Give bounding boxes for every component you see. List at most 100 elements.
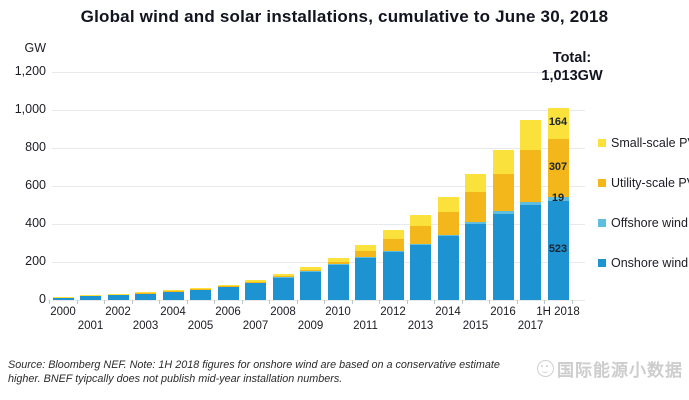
total-annotation-value: 1,013GW bbox=[541, 68, 603, 84]
gridline bbox=[52, 109, 585, 111]
source-note-line2: higher. BNEF tyipcally does not publish … bbox=[8, 372, 343, 385]
gridline bbox=[52, 261, 585, 263]
small-scale-pv-bar-segment bbox=[272, 274, 294, 277]
axis-tick-mark bbox=[434, 300, 436, 304]
utility-scale-pv-bar-segment bbox=[272, 276, 294, 278]
small-scale-pv-bar-segment bbox=[245, 280, 266, 282]
x-axis-label: 2000 bbox=[50, 306, 76, 318]
onshore-wind-bar-segment bbox=[437, 236, 459, 300]
legend-swatch-icon bbox=[598, 139, 606, 147]
axis-tick-mark bbox=[296, 300, 298, 304]
offshore-wind-bar-segment bbox=[492, 210, 514, 214]
onshore-wind-bar-segment bbox=[547, 200, 569, 300]
bar-value-label: 523 bbox=[548, 243, 568, 256]
legend-label: Offshore wind bbox=[611, 216, 688, 230]
utility-scale-pv-bar-segment bbox=[355, 250, 376, 257]
y-axis-tick-label: 200 bbox=[25, 254, 46, 268]
onshore-wind-bar-segment bbox=[135, 292, 156, 300]
legend-swatch-icon bbox=[598, 179, 606, 187]
x-axis-label: 2012 bbox=[380, 306, 406, 318]
small-scale-pv-bar-segment bbox=[162, 290, 184, 291]
x-axis-label: 2006 bbox=[215, 306, 241, 318]
onshore-wind-bar-segment bbox=[52, 296, 74, 300]
y-axis-tick-label: 0 bbox=[39, 292, 46, 306]
y-axis-unit-label: GW bbox=[24, 41, 46, 55]
utility-scale-pv-bar-segment bbox=[300, 269, 321, 272]
x-axis-label: 2010 bbox=[325, 306, 351, 318]
small-scale-pv-bar-segment bbox=[300, 266, 321, 270]
x-axis-label: 1H 2018 bbox=[536, 306, 580, 318]
small-scale-pv-bar-segment bbox=[382, 230, 404, 239]
small-scale-pv-bar-segment bbox=[355, 244, 376, 251]
gridline bbox=[52, 223, 585, 225]
total-annotation-label: Total: bbox=[552, 50, 592, 66]
x-axis-label: 2016 bbox=[490, 306, 516, 318]
small-scale-pv-bar-segment bbox=[437, 197, 459, 212]
watermark: 国际能源小数据 bbox=[537, 356, 683, 381]
onshore-wind-bar-segment bbox=[382, 251, 404, 300]
axis-tick-mark bbox=[241, 300, 243, 304]
onshore-wind-bar-segment bbox=[190, 288, 211, 300]
utility-scale-pv-bar-segment bbox=[547, 138, 569, 198]
axis-tick-mark bbox=[131, 300, 133, 304]
gridline bbox=[52, 299, 585, 301]
x-axis-label: 2011 bbox=[353, 320, 378, 332]
smiley-face-icon bbox=[537, 360, 554, 377]
small-scale-pv-bar-segment bbox=[327, 258, 349, 262]
small-scale-pv-bar-segment bbox=[520, 120, 541, 151]
offshore-wind-bar-segment bbox=[437, 234, 459, 237]
utility-scale-pv-bar-segment bbox=[327, 262, 349, 265]
axis-tick-mark bbox=[379, 300, 381, 304]
small-scale-pv-bar-segment bbox=[410, 215, 431, 227]
offshore-wind-bar-segment bbox=[355, 256, 376, 258]
bar-value-label: 307 bbox=[548, 160, 568, 173]
total-annotation: Total: 1,013GW bbox=[512, 49, 632, 85]
offshore-wind-bar-segment bbox=[410, 243, 431, 246]
legend-label: Utility-scale PV bbox=[611, 176, 689, 190]
onshore-wind-bar-segment bbox=[80, 295, 101, 300]
offshore-wind-bar-segment bbox=[547, 197, 569, 201]
onshore-wind-bar-segment bbox=[492, 213, 514, 300]
axis-tick-mark bbox=[489, 300, 491, 304]
utility-scale-pv-bar-segment bbox=[382, 238, 404, 251]
utility-scale-pv-bar-segment bbox=[492, 173, 514, 211]
x-axis-label: 2014 bbox=[435, 306, 461, 318]
source-note: Source: Bloomberg NEF. Note: 1H 2018 fig… bbox=[8, 359, 568, 386]
offshore-wind-bar-segment bbox=[327, 264, 349, 265]
onshore-wind-bar-segment bbox=[327, 264, 349, 300]
x-axis-label: 2003 bbox=[132, 320, 159, 332]
axis-tick-mark bbox=[269, 300, 271, 304]
x-axis-label: 2008 bbox=[270, 306, 296, 318]
onshore-wind-bar-segment bbox=[217, 286, 239, 300]
legend-item-offshore-wind: Offshore wind bbox=[598, 214, 689, 232]
small-scale-pv-bar-segment bbox=[492, 150, 514, 174]
gridline bbox=[52, 147, 585, 149]
axis-tick-mark bbox=[461, 300, 463, 304]
watermark-text: 国际能源小数据 bbox=[557, 361, 683, 380]
onshore-wind-bar-segment bbox=[355, 257, 376, 300]
x-axis-label: 2002 bbox=[105, 306, 131, 318]
axis-tick-mark bbox=[571, 300, 573, 304]
bar-value-label: 19 bbox=[551, 191, 565, 204]
y-axis-tick-label: 600 bbox=[25, 178, 46, 192]
small-scale-pv-bar-segment bbox=[217, 284, 239, 286]
x-axis-label: 2013 bbox=[407, 320, 434, 332]
utility-scale-pv-bar-segment bbox=[437, 211, 459, 235]
onshore-wind-bar-segment bbox=[300, 271, 321, 300]
legend-label: Onshore wind bbox=[611, 256, 689, 270]
onshore-wind-bar-segment bbox=[272, 277, 294, 300]
y-axis-tick-label: 800 bbox=[25, 140, 46, 154]
utility-scale-pv-bar-segment bbox=[245, 281, 266, 283]
utility-scale-pv-bar-segment bbox=[410, 226, 431, 244]
x-axis-label: 2017 bbox=[517, 320, 544, 332]
axis-tick-mark bbox=[351, 300, 353, 304]
legend-label: Small-scale PV bbox=[611, 136, 689, 150]
x-axis-label: 2007 bbox=[242, 320, 269, 332]
source-note-line1: Source: Bloomberg NEF. Note: 1H 2018 fig… bbox=[8, 359, 500, 371]
axis-tick-mark bbox=[49, 300, 51, 304]
axis-tick-mark bbox=[104, 300, 106, 304]
bar-value-label: 164 bbox=[548, 116, 568, 129]
small-scale-pv-bar-segment bbox=[465, 174, 486, 193]
